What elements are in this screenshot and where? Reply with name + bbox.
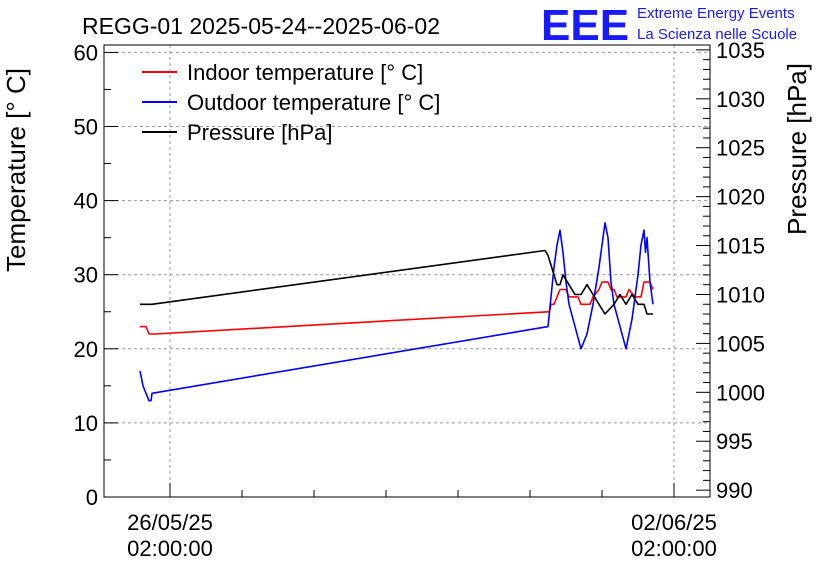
brand-line-2: La Scienza nelle Scuole xyxy=(637,26,797,43)
x-tick-time: 02:00:00 xyxy=(631,536,717,561)
y2-tick-label: 1000 xyxy=(716,380,765,405)
y2-tick-label: 1025 xyxy=(716,136,765,161)
y2-tick-label: 1010 xyxy=(716,282,765,307)
right-axis-ticks: 990 995 1000 1005 1010 1015 1020 1025 1030 1035 xyxy=(696,38,765,503)
y-tick-label: 60 xyxy=(74,40,98,65)
series-lines xyxy=(139,222,654,402)
y2-tick-label: 1035 xyxy=(716,38,765,63)
y2-tick-label: 1020 xyxy=(716,185,765,210)
y2-tick-label: 1005 xyxy=(716,331,765,356)
series-line-1 xyxy=(140,281,654,335)
brand-line-1: Extreme Energy Events xyxy=(637,5,795,22)
y-axis-label: Temperature [° C] xyxy=(1,68,31,272)
y-tick-label: 50 xyxy=(74,115,98,140)
eee-logo: EEE Extreme Energy Events La Scienza nel… xyxy=(541,1,797,50)
x-tick-date: 26/05/25 xyxy=(127,510,213,535)
y-tick-label: 10 xyxy=(74,411,98,436)
y2-tick-label: 990 xyxy=(716,478,753,503)
legend: Indoor temperature [° C] Outdoor temperat… xyxy=(142,60,440,145)
x-tick-date: 02/06/25 xyxy=(631,510,717,535)
chart-title: REGG-01 2025-05-24--2025-06-02 xyxy=(82,13,440,39)
series-line-3 xyxy=(140,249,653,315)
x-tick-time: 02:00:00 xyxy=(127,536,213,561)
plot-frame xyxy=(103,44,711,498)
series-line-2 xyxy=(139,222,654,402)
y2-tick-label: 1015 xyxy=(716,234,765,259)
y-tick-label: 30 xyxy=(74,263,98,288)
y2-tick-label: 995 xyxy=(716,429,753,454)
legend-label: Indoor temperature [° C] xyxy=(187,60,423,85)
y2-axis-label: Pressure [hPa] xyxy=(782,63,812,235)
legend-label: Outdoor temperature [° C] xyxy=(187,90,440,115)
y-tick-label: 0 xyxy=(86,485,98,510)
grid xyxy=(104,45,710,497)
logo-text: EEE xyxy=(541,1,629,50)
y-tick-label: 40 xyxy=(74,189,98,214)
legend-label: Pressure [hPa] xyxy=(187,120,333,145)
y-tick-label: 20 xyxy=(74,337,98,362)
left-axis-ticks: 0 10 20 30 40 50 60 xyxy=(74,40,118,510)
y2-tick-label: 1030 xyxy=(716,87,765,112)
